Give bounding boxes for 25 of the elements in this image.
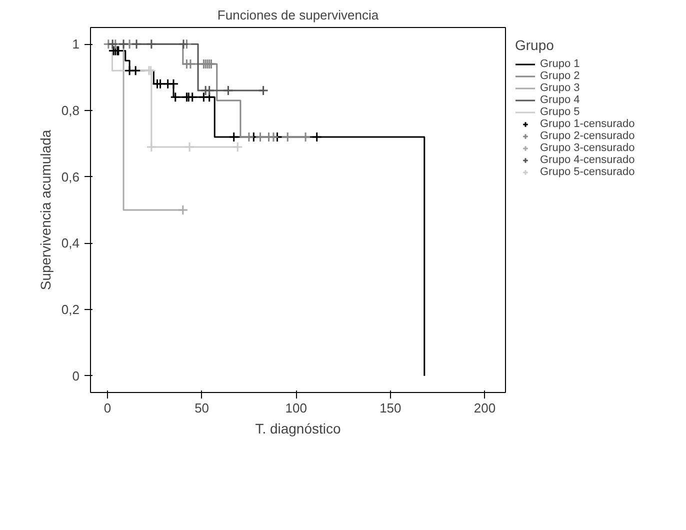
- x-tick-label: 100: [285, 400, 307, 416]
- legend-label: Grupo 2: [540, 70, 580, 82]
- x-axis-title: T. diagnóstico: [255, 420, 342, 436]
- y-tick-label: 0,8: [61, 102, 80, 118]
- legend-label: Grupo 3: [540, 82, 580, 94]
- legend-label: Grupo 1: [540, 58, 580, 70]
- y-tick-label: 0,6: [61, 169, 80, 184]
- legend-label: Grupo 1-censurado: [540, 118, 635, 130]
- x-tick-label: 50: [194, 400, 210, 416]
- y-axis-title: Supervivencia acumulada: [37, 130, 54, 290]
- x-tick-label: 0: [104, 400, 112, 416]
- x-tick-label: 200: [474, 400, 496, 416]
- legend-label: Grupo 5-censurado: [540, 166, 635, 178]
- legend-label: Grupo 4-censurado: [540, 154, 635, 166]
- y-tick-label: 0: [72, 368, 80, 384]
- legend-label: Grupo 3-censurado: [540, 142, 635, 154]
- y-tick-label: 1: [72, 36, 80, 52]
- legend-label: Grupo 2-censurado: [540, 130, 635, 142]
- chart-title: Funciones de supervivencia: [217, 8, 380, 22]
- x-tick-label: 150: [380, 400, 402, 416]
- legend-title: Grupo: [515, 37, 555, 53]
- legend-label: Grupo 4: [540, 94, 580, 106]
- legend-label: Grupo 5: [540, 106, 580, 118]
- y-tick-label: 0,2: [61, 302, 80, 318]
- y-tick-label: 0,4: [61, 236, 80, 251]
